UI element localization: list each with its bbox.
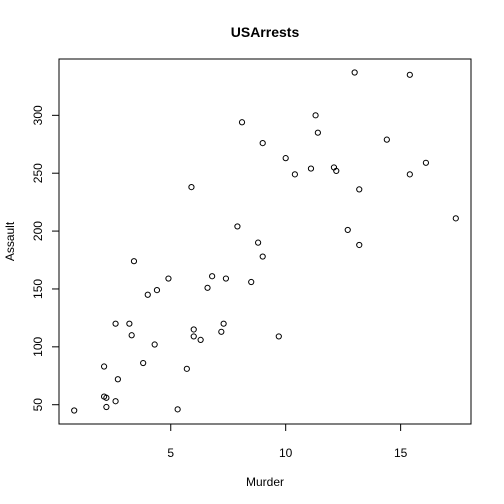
y-tick-label: 50 — [31, 398, 45, 412]
y-tick-label: 300 — [31, 105, 45, 125]
data-point — [103, 403, 110, 411]
y-tick-label: 100 — [31, 337, 45, 357]
x-tick-label: 5 — [167, 446, 174, 460]
x-axis-label: Murder — [246, 475, 284, 489]
data-point — [174, 406, 181, 413]
y-axis-label: Assault — [3, 221, 17, 261]
data-point — [259, 140, 266, 147]
data-points — [71, 69, 459, 414]
data-point — [100, 393, 108, 400]
data-point — [222, 275, 230, 282]
data-point — [197, 336, 204, 343]
data-point — [144, 291, 151, 298]
data-point — [255, 239, 262, 246]
data-point — [190, 333, 197, 340]
x-tick-label: 15 — [394, 446, 408, 460]
data-point — [114, 376, 121, 383]
data-point — [140, 359, 147, 367]
chart-title: USArrests — [231, 24, 300, 40]
data-point — [282, 155, 289, 162]
data-point — [356, 241, 363, 249]
data-point — [153, 287, 161, 294]
data-point — [422, 159, 430, 166]
y-tick-label: 150 — [31, 279, 45, 299]
y-tick-label: 200 — [31, 221, 45, 241]
data-point — [406, 71, 413, 78]
plot-frame — [58, 58, 472, 425]
y-tick-label: 250 — [31, 163, 45, 183]
data-point — [112, 398, 119, 405]
data-point — [218, 328, 225, 335]
data-point — [452, 215, 459, 222]
data-point — [100, 363, 108, 370]
x-axis: 5 10 15 — [167, 423, 408, 460]
data-point — [220, 320, 227, 327]
y-axis: 50 100 150 200 250 300 — [31, 105, 60, 412]
data-point — [128, 332, 135, 339]
data-point — [209, 273, 216, 280]
data-point — [275, 333, 282, 340]
data-point — [259, 253, 266, 260]
data-point — [238, 119, 246, 126]
data-point — [314, 129, 321, 136]
data-point — [165, 275, 172, 282]
data-point — [312, 112, 319, 119]
data-point — [406, 171, 413, 178]
x-tick-label: 10 — [279, 446, 293, 460]
data-point — [112, 320, 119, 327]
data-point — [126, 320, 133, 327]
data-point — [234, 223, 241, 230]
data-point — [351, 69, 358, 76]
data-point — [307, 165, 315, 172]
data-point — [183, 365, 190, 372]
data-point — [344, 226, 351, 234]
data-point — [190, 326, 197, 333]
data-point — [383, 136, 390, 143]
data-point — [248, 278, 255, 286]
data-point — [71, 407, 78, 414]
data-point — [333, 167, 340, 174]
data-point — [356, 186, 363, 193]
data-point — [291, 171, 298, 178]
data-point — [204, 284, 211, 291]
data-point — [188, 183, 195, 191]
data-point — [151, 341, 158, 348]
data-point — [130, 258, 138, 265]
